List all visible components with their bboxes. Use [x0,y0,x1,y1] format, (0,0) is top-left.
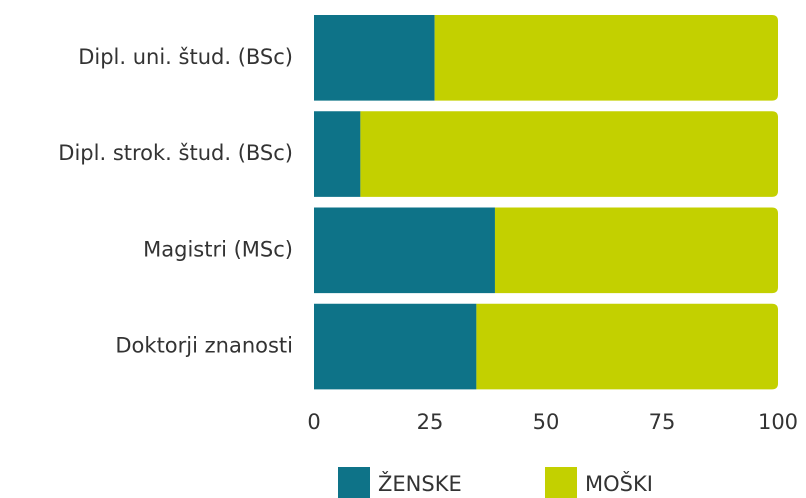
category-label: Magistri (MSc) [143,237,293,261]
legend-label: MOŠKI [585,471,653,496]
bar-segment [314,15,435,101]
x-tick-label: 100 [758,410,798,434]
category-label: Dipl. strok. štud. (BSc) [58,141,293,165]
legend-swatch [338,467,370,498]
category-label: Dipl. uni. štud. (BSc) [78,45,293,69]
legend-label: ŽENSKE [378,471,462,496]
bar-segment [314,111,361,197]
bar-segment [360,111,778,197]
bar-segment [434,15,778,101]
x-tick-label: 0 [307,410,320,434]
category-label: Doktorji znanosti [115,334,293,358]
legend-swatch [545,467,577,498]
x-tick-label: 50 [533,410,560,434]
bar-segment [494,207,778,294]
x-tick-label: 75 [649,410,676,434]
bar-segment [314,207,495,294]
x-tick-label: 25 [417,410,444,434]
bar-segment [314,303,477,390]
bar-segment [476,303,778,390]
